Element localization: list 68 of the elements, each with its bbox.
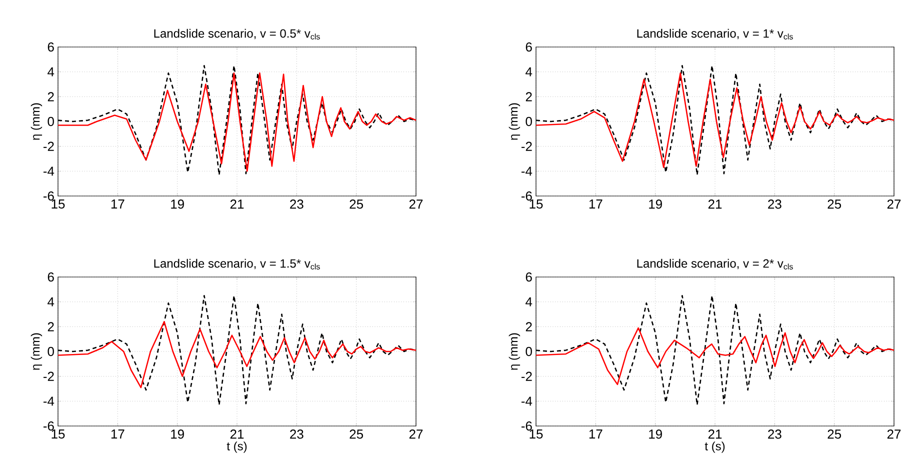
- x-tick-label: 27: [887, 200, 901, 209]
- y-tick-label: 6: [48, 42, 54, 52]
- y-tick-label: -2: [43, 142, 54, 151]
- x-tick-label: 19: [171, 200, 184, 209]
- x-tick-label: 17: [589, 200, 602, 208]
- y-tick-label: 6: [526, 272, 532, 282]
- y-tick-label: 2: [48, 92, 54, 102]
- y-tick-label: 6: [526, 42, 532, 52]
- x-tick-label: 15: [52, 430, 65, 439]
- x-tick-label: 25: [350, 430, 364, 439]
- y-tick-label: -2: [521, 372, 532, 381]
- y-tick-label: -4: [43, 396, 54, 406]
- y-tick-label: 0: [526, 346, 532, 356]
- chart-title: Landslide scenario, v = 0.5* v$_{cls}$: [154, 28, 320, 40]
- y-tick-label: 4: [48, 297, 54, 306]
- chart-title: Landslide scenario, v = 1* v$_{cls}$: [637, 28, 793, 40]
- y-tick-label: -4: [521, 166, 532, 176]
- x-tick-label: 27: [409, 430, 423, 439]
- x-tick-label: 17: [111, 430, 124, 438]
- y-tick-label: -6: [43, 421, 54, 431]
- y-tick-label: -4: [521, 396, 532, 406]
- x-tick-label: 21: [230, 200, 244, 209]
- chart-title: Landslide scenario, v = 1.5* v$_{cls}$: [154, 258, 320, 270]
- x-tick-label: 25: [828, 200, 842, 209]
- x-tick-label: 25: [350, 200, 364, 209]
- y-tick-label: -6: [521, 191, 532, 201]
- x-tick-label: 23: [768, 430, 782, 439]
- x-tick-label: 19: [649, 430, 662, 439]
- y-axis-title: η (mm): [508, 103, 520, 140]
- x-tick-label: 19: [649, 200, 662, 209]
- x-tick-label: 15: [530, 200, 543, 209]
- y-tick-label: 0: [48, 346, 54, 356]
- y-tick-label: 2: [48, 322, 54, 332]
- y-tick-label: 4: [526, 67, 532, 76]
- line-series: [58, 321, 416, 388]
- chart-title: Landslide scenario, v = 2* v$_{cls}$: [637, 258, 793, 270]
- x-tick-label: 21: [708, 200, 722, 209]
- y-tick-label: -6: [521, 421, 532, 431]
- y-tick-label: 4: [526, 297, 532, 306]
- x-tick-label: 23: [290, 200, 304, 209]
- x-tick-label: 27: [409, 200, 423, 209]
- x-tick-label: 27: [887, 430, 901, 439]
- y-axis-title: η (mm): [30, 333, 42, 370]
- x-tick-label: 21: [708, 430, 722, 439]
- y-tick-label: -2: [521, 142, 532, 151]
- x-tick-label: 15: [52, 200, 65, 209]
- y-tick-label: 2: [526, 322, 532, 332]
- x-tick-label: 21: [230, 430, 244, 439]
- x-tick-label: 17: [589, 430, 602, 438]
- line-series: [536, 327, 894, 386]
- y-axis-title: η (mm): [30, 103, 42, 140]
- x-tick-label: 17: [111, 200, 124, 208]
- x-tick-label: 15: [530, 430, 543, 439]
- x-axis-title: t (s): [226, 442, 247, 453]
- x-tick-label: 19: [171, 430, 184, 439]
- y-tick-label: 2: [526, 92, 532, 102]
- y-tick-label: 6: [48, 272, 54, 282]
- x-tick-label: 25: [828, 430, 842, 439]
- x-axis-title: t (s): [704, 442, 725, 453]
- x-tick-label: 23: [290, 430, 304, 439]
- y-axis-title: η (mm): [508, 333, 520, 370]
- y-tick-label: -2: [43, 372, 54, 381]
- y-tick-label: 0: [526, 116, 532, 126]
- y-tick-label: -4: [43, 166, 54, 176]
- y-tick-label: 0: [48, 116, 54, 126]
- y-tick-label: -6: [43, 191, 54, 201]
- y-tick-label: 4: [48, 67, 54, 76]
- x-tick-label: 23: [768, 200, 782, 209]
